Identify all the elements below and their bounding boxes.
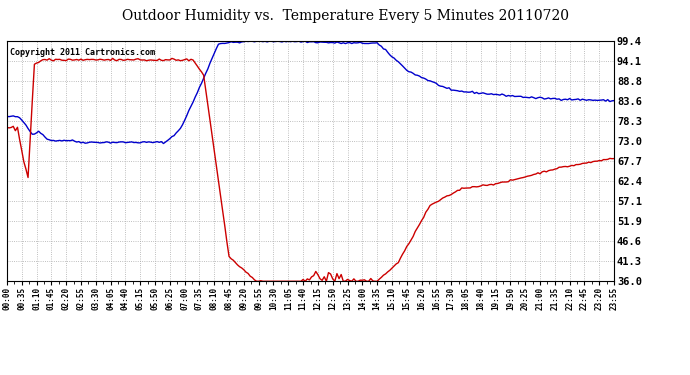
Text: Copyright 2011 Cartronics.com: Copyright 2011 Cartronics.com (10, 48, 155, 57)
Text: Outdoor Humidity vs.  Temperature Every 5 Minutes 20110720: Outdoor Humidity vs. Temperature Every 5… (121, 9, 569, 23)
